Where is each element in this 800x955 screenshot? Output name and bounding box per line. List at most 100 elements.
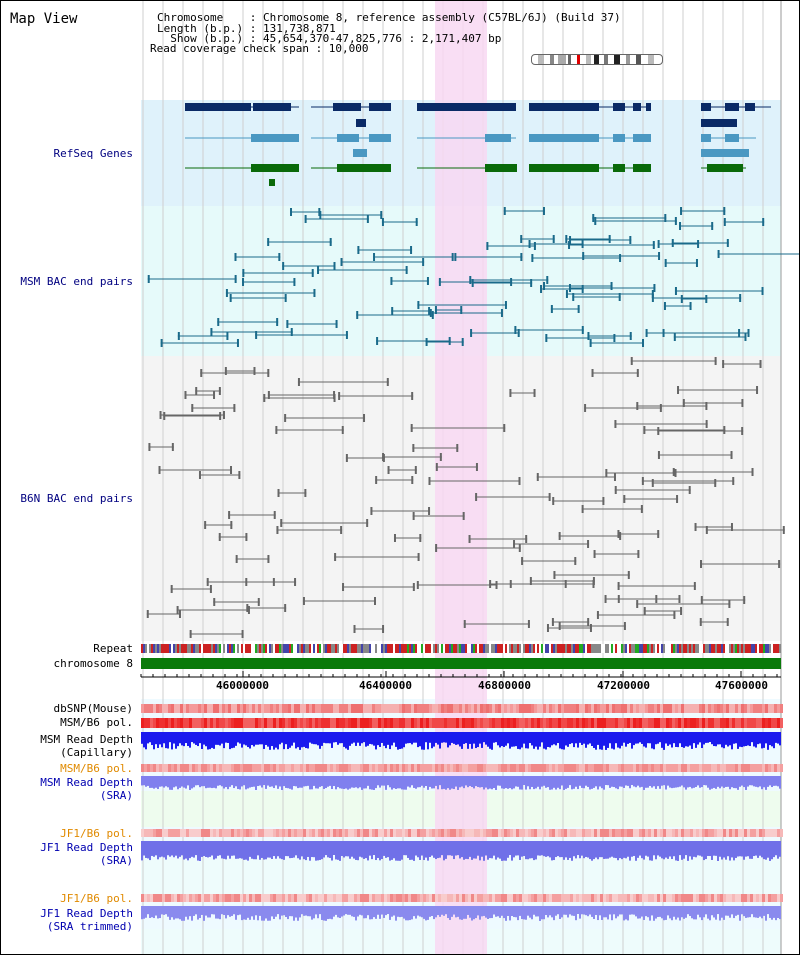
- jf1-sra-depth-bar: [573, 841, 575, 857]
- msm-sra-depth-bar: [523, 776, 525, 786]
- msm-sra-depth-bar: [417, 776, 419, 788]
- msm-sra-depth-bar: [213, 776, 215, 788]
- b6n-bac-pair: [410, 424, 506, 432]
- msm-pol2-strip-cell: [741, 764, 744, 772]
- jf1-pol-strip-cell: [753, 829, 756, 837]
- msm-capillary-depth-bar: [245, 732, 247, 746]
- msm-capillary-depth-bar: [281, 732, 283, 743]
- jf1-pol-strip-cell: [393, 829, 396, 837]
- gene-exon: [353, 149, 367, 157]
- track-label-msm-bac: MSM BAC end pairs: [20, 275, 133, 288]
- b6n-bac-pair: [276, 526, 343, 534]
- dbsnp-strip-cell: [216, 704, 219, 713]
- jf1-sra-depth-bar: [489, 841, 491, 859]
- msm-pol2-strip-cell: [354, 764, 357, 772]
- repeat-mark: [655, 644, 657, 653]
- jf1-trim-depth-bar: [147, 906, 149, 915]
- msm-capillary-depth-bar: [667, 732, 669, 746]
- jf1-trim-depth-bar: [461, 906, 463, 920]
- b6n-bac-pair: [284, 414, 366, 422]
- jf1-trim-depth-bar: [591, 906, 593, 917]
- msm-pol2-strip-cell: [177, 764, 180, 772]
- dbsnp-strip-cell: [678, 704, 681, 713]
- jf1-trim-depth-bar: [423, 906, 425, 919]
- msm-pol-strip-cell: [168, 718, 171, 728]
- msm-bac-pair: [417, 301, 507, 309]
- jf1-pol2-strip-cell: [264, 894, 267, 902]
- jf1-sra-depth-bar: [607, 841, 609, 859]
- repeat-mark: [707, 644, 709, 653]
- msm-bac-pair: [520, 235, 555, 243]
- msm-capillary-depth-bar: [327, 732, 329, 744]
- dbsnp-strip-cell: [279, 704, 282, 713]
- repeat-mark: [327, 644, 329, 653]
- msm-capillary-depth-bar: [565, 732, 567, 746]
- msm-sra-depth-bar: [607, 776, 609, 786]
- msm-capillary-depth-bar: [399, 732, 401, 749]
- jf1-trim-depth-bar: [369, 906, 371, 920]
- jf1-pol-strip-cell: [774, 829, 777, 837]
- jf1-trim-depth-bar: [571, 906, 573, 916]
- repeat-mark: [697, 644, 699, 653]
- msm-bac-pair: [545, 334, 616, 342]
- jf1-trim-depth-bar: [229, 906, 231, 917]
- dbsnp-strip-cell: [177, 704, 180, 713]
- repeat-mark: [431, 644, 433, 653]
- msm-pol-strip-cell: [558, 718, 561, 728]
- jf1-sra-depth-bar: [603, 841, 605, 859]
- jf1-pol-strip-cell: [756, 829, 759, 837]
- msm-pol2-strip-cell: [747, 764, 750, 772]
- jf1-pol-strip-cell: [243, 829, 246, 837]
- dbsnp-strip-cell: [159, 704, 162, 713]
- jf1-pol2-strip-cell: [351, 894, 354, 902]
- jf1-pol-strip-cell: [372, 829, 375, 837]
- dbsnp-strip-cell: [600, 704, 603, 713]
- jf1-sra-depth-bar: [221, 841, 223, 859]
- gene-exon: [613, 164, 625, 172]
- msm-capillary-depth-bar: [255, 732, 257, 745]
- jf1-pol-strip-cell: [771, 829, 774, 837]
- jf1-pol2-strip-cell: [519, 894, 522, 902]
- msm-pol-strip-cell: [384, 718, 387, 728]
- jf1-pol-strip-cell: [675, 829, 678, 837]
- chromosome-ideogram[interactable]: [531, 54, 663, 65]
- msm-capillary-depth-bar: [745, 732, 747, 747]
- jf1-pol2-strip-cell: [606, 894, 609, 902]
- msm-capillary-depth-bar: [167, 732, 169, 749]
- repeat-mark: [343, 644, 345, 653]
- msm-sra-depth-bar: [223, 776, 225, 789]
- msm-capillary-depth-bar: [499, 732, 501, 748]
- jf1-pol2-strip-cell: [612, 894, 615, 902]
- jf1-sra-depth-bar: [267, 841, 269, 858]
- msm-capillary-depth-bar: [451, 732, 453, 743]
- jf1-sra-depth-bar: [435, 841, 437, 860]
- jf1-pol2-strip-cell: [213, 894, 216, 902]
- b6n-bac-pair: [435, 463, 478, 471]
- msm-pol2-strip-cell: [756, 764, 759, 772]
- jf1-trim-depth-bar: [439, 906, 441, 917]
- jf1-sra-depth-bar: [421, 841, 423, 856]
- msm-sra-depth-bar: [173, 776, 175, 788]
- dbsnp-strip-cell: [405, 704, 408, 713]
- repeat-mark: [635, 644, 637, 653]
- b6n-bac-pair: [416, 581, 498, 589]
- jf1-trim-depth-bar: [255, 906, 257, 916]
- jf1-sra-depth-bar: [763, 841, 765, 860]
- msm-sra-depth-bar: [409, 776, 411, 788]
- jf1-trim-depth-bar: [693, 906, 695, 920]
- jf1-trim-depth-bar: [267, 906, 269, 921]
- msm-bac-pair: [319, 211, 383, 219]
- repeat-mark: [207, 644, 209, 653]
- b6n-bac-pair: [218, 533, 248, 541]
- msm-sra-depth-bar: [579, 776, 581, 786]
- msm-capillary-depth-bar: [313, 732, 315, 745]
- repeat-mark: [291, 644, 293, 653]
- msm-pol2-strip-cell: [606, 764, 609, 772]
- jf1-pol-strip-cell: [264, 829, 267, 837]
- repeat-mark: [493, 644, 495, 653]
- jf1-pol-strip-cell: [456, 829, 459, 837]
- msm-pol-strip-cell: [519, 718, 522, 728]
- msm-pol-strip-cell: [321, 718, 324, 728]
- dbsnp-strip-cell: [150, 704, 153, 713]
